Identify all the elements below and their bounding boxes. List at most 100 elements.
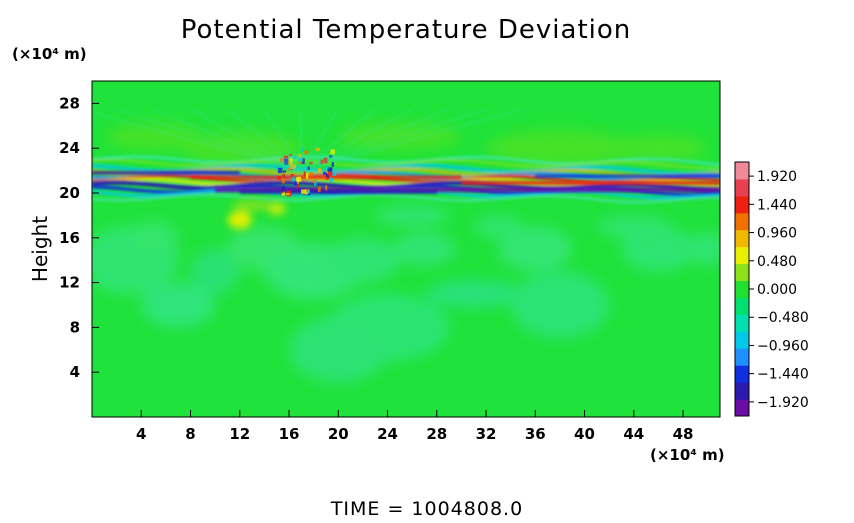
x-tick-label: 20 <box>328 425 349 443</box>
wave-ray <box>300 108 340 172</box>
disturbance-cell <box>301 148 304 152</box>
y-tick-label: 20 <box>59 184 80 202</box>
disturbance-cell <box>329 177 333 182</box>
disturbance-cell <box>305 173 309 179</box>
swirl <box>689 232 720 266</box>
plot-frame <box>91 80 721 418</box>
colorbar-segment <box>735 297 749 315</box>
disturbance-cell <box>315 147 320 152</box>
band <box>92 163 720 176</box>
swirl <box>141 282 216 328</box>
colorbar-tick-label: 0.000 <box>757 282 797 298</box>
colorbar-segment <box>735 280 749 298</box>
y-tick-label: 28 <box>59 94 80 112</box>
disturbance-cell <box>325 185 328 191</box>
wave-ray <box>300 108 413 172</box>
band <box>92 155 720 166</box>
disturbance-cell <box>326 166 329 169</box>
disturbance-cell <box>281 178 285 184</box>
wave-ray <box>116 108 302 172</box>
disturbance-cell <box>325 176 329 180</box>
wave-layer <box>92 108 524 172</box>
x-tick-label: 4 <box>136 425 146 443</box>
disturbance-cell <box>289 153 292 157</box>
y-axis-label: Height <box>28 216 52 282</box>
warm-patch <box>609 134 708 162</box>
warm-blob-halo <box>232 199 273 212</box>
swirl <box>424 280 523 308</box>
swirl <box>621 226 696 272</box>
colorbar-segment <box>735 365 749 383</box>
disturbance-cell <box>304 150 309 155</box>
x-tick-label: 36 <box>525 425 546 443</box>
x-tick-label: 40 <box>574 425 595 443</box>
colorbar-segment <box>735 178 749 197</box>
band <box>92 167 720 179</box>
disturbance-cell <box>277 167 283 174</box>
colorbar-tick-label: −0.480 <box>757 310 809 326</box>
x-tick-label: 28 <box>426 425 447 443</box>
colorbar-segment <box>735 382 749 400</box>
colorbar-tick-label: −1.920 <box>757 395 809 411</box>
disturbance-cell <box>323 171 327 175</box>
colorbar-segment <box>735 212 749 231</box>
band <box>92 193 720 204</box>
colorbar-segment <box>735 162 749 180</box>
disturbance-cell <box>330 149 335 155</box>
disturbance-cell <box>331 171 337 176</box>
disturbance-cell <box>317 168 322 173</box>
wave-ray <box>300 108 450 172</box>
swirl <box>510 271 610 339</box>
wave-ray <box>153 108 302 172</box>
swirl <box>325 237 400 283</box>
x-unit-label: (×10⁴ m) <box>650 446 725 464</box>
disturbance-cell <box>293 181 298 186</box>
swirl <box>289 316 388 384</box>
time-label: TIME = 1004808.0 <box>330 498 523 519</box>
warm-patch <box>104 123 203 151</box>
colorbar-tick-label: 0.960 <box>757 226 797 242</box>
disturbance-cell <box>331 162 335 167</box>
disturbance-cell <box>285 192 290 196</box>
ribbon <box>461 180 720 185</box>
disturbance-cell <box>287 168 291 171</box>
x-tick-label: 16 <box>279 425 300 443</box>
disturbance-cell <box>313 179 317 186</box>
disturbance-cell <box>301 158 305 164</box>
swirl <box>393 232 456 266</box>
disturbance-cell <box>327 171 333 176</box>
disturbance-cell <box>296 176 302 182</box>
wave-ray <box>300 108 376 172</box>
colorbar-segment <box>735 263 749 282</box>
colorbar-segment <box>735 314 749 332</box>
colorbar-segment <box>735 348 749 366</box>
disturbance-cell <box>325 173 330 179</box>
swirl <box>128 221 179 255</box>
disturbance-cell <box>307 191 311 196</box>
disturbance-cell <box>282 170 286 173</box>
warm-blob <box>227 199 286 229</box>
colorbar-segment <box>735 229 749 248</box>
colorbar-tick-label: 1.440 <box>757 197 797 213</box>
disturbance-cell <box>282 173 286 178</box>
x-tick-label: 44 <box>623 425 644 443</box>
colorbar-tick-label: 0.480 <box>757 254 797 270</box>
disturbance-cell <box>312 180 316 183</box>
disturbance-cell <box>298 153 302 158</box>
disturbance-cell <box>303 171 306 176</box>
x-tick-label: 12 <box>229 425 250 443</box>
swirl <box>473 215 523 238</box>
disturbance-cell <box>281 190 285 196</box>
disturbance-cell <box>317 186 321 192</box>
y-tick-label: 16 <box>59 229 80 247</box>
warm-blob-side <box>267 202 286 215</box>
swirl-layer <box>92 204 720 384</box>
colorbar-tick-label: 1.920 <box>757 169 797 185</box>
warm-patch <box>486 130 634 167</box>
y-axis: 4 8 12 16 20 24 28 <box>59 94 99 381</box>
wave-ray <box>301 108 524 172</box>
wave-ray <box>263 108 303 172</box>
colorbar-tick-label: −1.440 <box>757 367 809 383</box>
disturbance-cell <box>329 155 333 158</box>
